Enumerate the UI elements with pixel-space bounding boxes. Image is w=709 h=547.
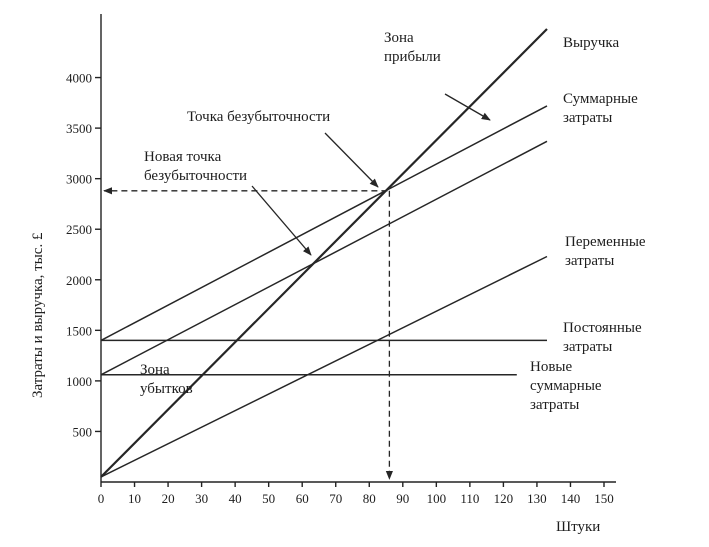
x-tick-label: 50 [262,491,275,506]
annotation-line: Зона [384,30,414,46]
annotation-loss-zone: Зона убытков [140,362,193,397]
new-break-even-arrow [251,185,312,256]
x-tick-label: 0 [98,491,105,506]
series-line-3 [100,255,548,478]
annotation-line: затраты [565,253,614,269]
annotation-line: Постоянные [563,320,642,336]
annotation-variable-costs: Переменные затраты [565,234,646,269]
y-tick-label: 1500 [66,323,92,338]
annotation-line: затраты [563,339,612,355]
series-line-0 [100,28,548,478]
annotation-line: суммарные [530,378,602,394]
annotation-line: прибыли [384,49,441,65]
series-line-1 [100,105,548,342]
y-tick-label: 4000 [66,71,92,86]
series-layer [100,28,548,478]
annotations: Выручка Суммарные затраты Зона прибыли Точка … [140,30,646,413]
y-tick-label: 2000 [66,273,92,288]
annotation-line: Суммарные [563,91,638,107]
y-ticks: 500 1000 1500 2000 2500 3000 3500 4000 [66,71,101,439]
x-tick-label: 60 [296,491,309,506]
annotation-line: затраты [563,110,612,126]
y-tick-label: 1000 [66,374,92,389]
annotation-new-total-costs: Новые суммарные затраты [530,359,602,413]
x-tick-label: 120 [494,491,514,506]
x-tick-label: 80 [363,491,376,506]
annotation-total-costs: Суммарные затраты [563,91,638,126]
x-tick-label: 30 [195,491,208,506]
x-tick-label: 100 [427,491,447,506]
x-tick-label: 70 [329,491,342,506]
annotation-break-even: Точка безубыточности [187,109,330,125]
x-axis-label: Штуки [556,519,600,535]
profit-zone-arrow [444,93,491,121]
x-ticks: 0 10 20 30 40 50 60 70 80 90 100 110 120 130 140 150 [98,482,614,506]
x-tick-label: 130 [527,491,547,506]
axes [100,14,616,483]
annotation-line: затраты [530,397,579,413]
break-even-arrow [324,132,379,188]
annotation-new-break-even: Новая точка безубыточности [144,149,247,184]
annotation-revenue: Выручка [563,35,619,51]
y-axis-label: Затраты и выручка, тыс. £ [30,232,46,398]
annotation-line: Зона [140,362,170,378]
annotation-line: Новые [530,359,572,375]
x-tick-label: 140 [561,491,581,506]
y-tick-label: 500 [73,424,93,439]
x-tick-label: 110 [460,491,479,506]
annotation-arrows [251,93,491,256]
annotation-line: Выручка [563,35,619,51]
x-tick-label: 90 [396,491,409,506]
annotation-line: Новая точка [144,149,222,165]
y-tick-label: 3000 [66,172,92,187]
annotation-profit-zone: Зона прибыли [384,30,441,65]
x-tick-label: 20 [162,491,175,506]
annotation-line: безубыточности [144,168,247,184]
x-tick-label: 150 [594,491,614,506]
series-line-2 [100,140,548,376]
annotation-line: Точка безубыточности [187,109,330,125]
y-tick-label: 3500 [66,121,92,136]
annotation-fixed-costs: Постоянные затраты [563,320,642,355]
annotation-line: убытков [140,381,193,397]
break-even-guides [103,187,394,480]
x-tick-label: 40 [229,491,242,506]
y-tick-label: 2500 [66,222,92,237]
x-tick-label: 10 [128,491,141,506]
annotation-line: Переменные [565,234,646,250]
